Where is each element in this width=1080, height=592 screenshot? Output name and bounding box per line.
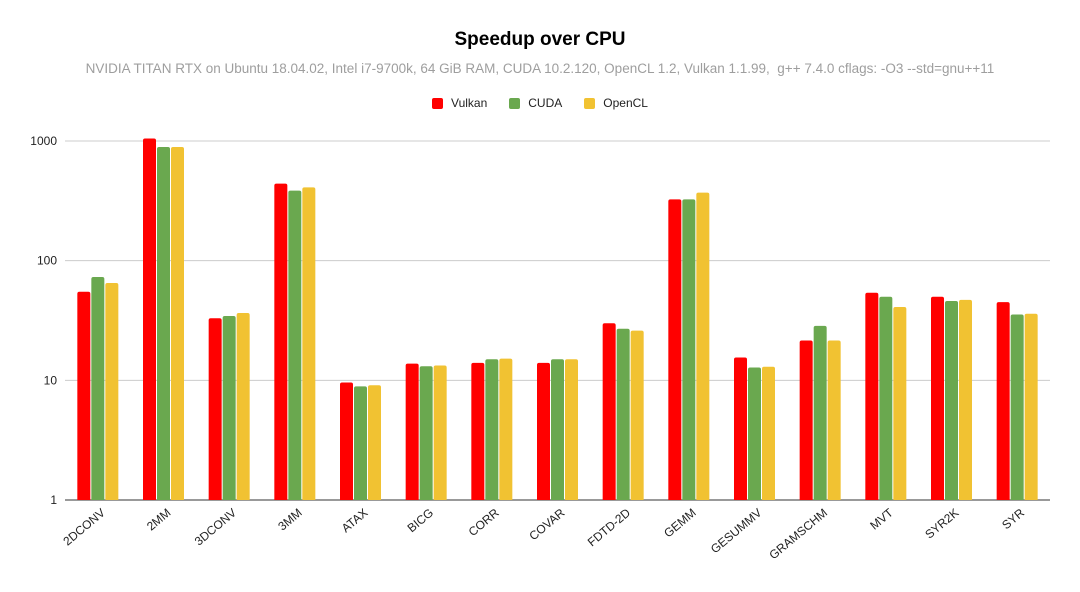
- bar-vulkan: [734, 357, 747, 500]
- legend-swatch-vulkan: [432, 97, 444, 109]
- bar-vulkan: [931, 296, 944, 500]
- x-tick-label: SYR2K: [922, 506, 961, 542]
- bar-vulkan: [537, 362, 550, 500]
- bar-opencl: [302, 187, 316, 501]
- legend-item-vulkan: Vulkan: [432, 96, 487, 110]
- y-tick-label: 1000: [30, 134, 57, 148]
- legend-label-vulkan: Vulkan: [451, 96, 488, 110]
- x-tick-label: ATAX: [339, 506, 371, 536]
- bar-opencl: [105, 283, 119, 500]
- x-tick-label: BICG: [405, 506, 436, 536]
- bar-vulkan: [405, 363, 419, 500]
- bar-cuda: [354, 386, 367, 500]
- bar-opencl: [959, 299, 972, 500]
- chart-subtitle: NVIDIA TITAN RTX on Ubuntu 18.04.02, Int…: [85, 61, 995, 76]
- bar-cuda: [419, 366, 433, 500]
- bar-cuda: [748, 367, 761, 500]
- x-tick-label: 3DCONV: [192, 506, 239, 549]
- legend-label-opencl: OpenCL: [603, 96, 648, 110]
- y-tick-label: 1: [50, 493, 57, 507]
- bar-vulkan: [799, 340, 813, 500]
- x-tick-label: CORR: [466, 505, 502, 539]
- x-tick-label: 2DCONV: [60, 506, 107, 549]
- bar-vulkan: [143, 138, 156, 500]
- chart-title: Speedup over CPU: [454, 29, 626, 50]
- bar-opencl: [171, 147, 184, 500]
- legend-item-opencl: OpenCL: [584, 96, 648, 110]
- bar-opencl: [762, 366, 775, 500]
- bar-cuda: [616, 328, 630, 500]
- bar-opencl: [368, 385, 381, 500]
- bar-opencl: [433, 365, 447, 500]
- bar-vulkan: [865, 292, 879, 500]
- bar-opencl: [499, 358, 513, 500]
- bar-vulkan: [471, 362, 485, 500]
- x-tick-label: 3MM: [275, 506, 304, 534]
- bar-opencl: [236, 313, 250, 500]
- bar-cuda: [222, 315, 236, 500]
- bar-vulkan: [668, 199, 682, 500]
- bar-opencl: [696, 192, 710, 500]
- bar-cuda: [157, 147, 170, 500]
- x-tick-label: GEMM: [661, 506, 699, 541]
- bar-opencl: [893, 307, 907, 500]
- bar-cuda: [813, 325, 827, 500]
- bar-cuda: [288, 190, 302, 500]
- bar-vulkan: [208, 318, 222, 500]
- x-tick-label: GESUMMV: [708, 506, 765, 557]
- legend: Vulkan CUDA OpenCL: [0, 96, 1080, 110]
- y-tick-label: 10: [44, 373, 58, 387]
- bar-cuda: [91, 277, 105, 500]
- bar-cuda: [551, 359, 564, 500]
- bar-cuda: [1010, 314, 1024, 500]
- bar-opencl: [630, 330, 644, 500]
- x-tick-label: MVT: [867, 505, 896, 532]
- x-tick-label: SYR: [999, 505, 1027, 532]
- x-tick-label: GRAMSCHM: [766, 506, 830, 563]
- x-tick-label: 2MM: [144, 506, 173, 534]
- bar-cuda: [879, 296, 893, 500]
- bar-opencl: [1024, 313, 1038, 500]
- legend-swatch-cuda: [509, 97, 521, 109]
- legend-label-cuda: CUDA: [528, 96, 563, 110]
- bar-cuda: [682, 199, 696, 500]
- legend-item-cuda: CUDA: [509, 96, 562, 110]
- legend-swatch-opencl: [584, 97, 596, 109]
- x-tick-label: COVAR: [526, 505, 567, 543]
- bar-vulkan: [340, 382, 353, 500]
- bar-vulkan: [274, 183, 288, 501]
- bar-opencl: [827, 340, 841, 500]
- bar-vulkan: [77, 291, 91, 500]
- bar-cuda: [485, 359, 499, 500]
- bar-cuda: [945, 301, 958, 500]
- bar-vulkan: [996, 302, 1010, 500]
- bar-opencl: [565, 359, 578, 500]
- y-tick-label: 100: [37, 254, 57, 268]
- x-tick-label: FDTD-2D: [585, 505, 634, 549]
- bar-vulkan: [602, 323, 616, 500]
